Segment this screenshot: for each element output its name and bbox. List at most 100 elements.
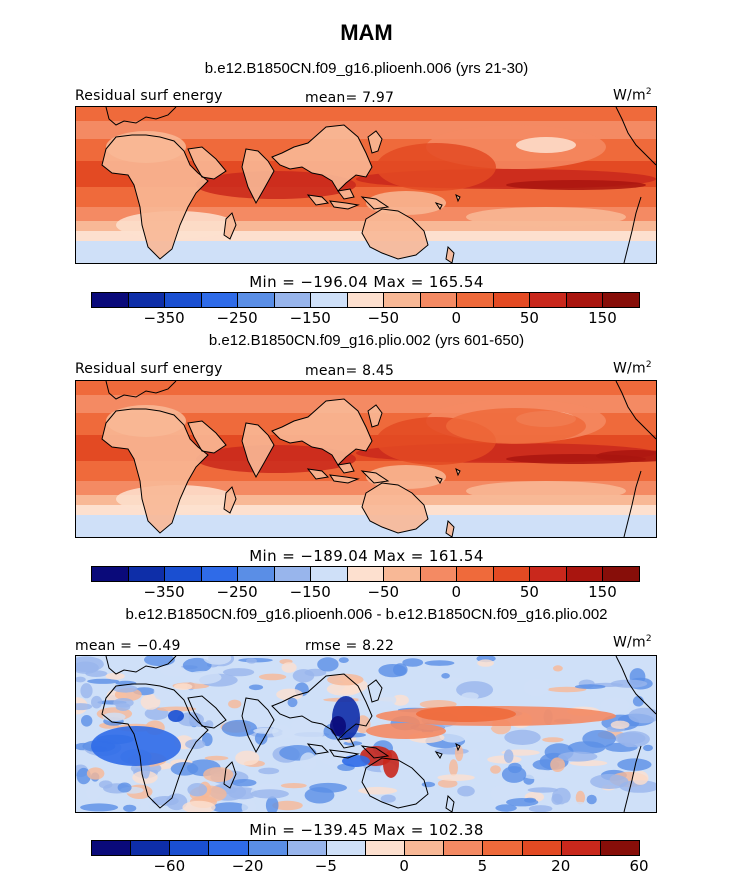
field-feature	[424, 660, 455, 666]
coastline	[455, 468, 461, 477]
field-feature	[221, 719, 258, 737]
field-feature	[575, 790, 586, 805]
colorbar-cell	[286, 840, 327, 856]
panel-1-map	[75, 106, 657, 264]
coastline	[306, 468, 330, 480]
colorbar-cell	[200, 292, 239, 308]
field-feature	[441, 673, 450, 679]
coastline	[615, 381, 656, 440]
coastline	[623, 470, 642, 537]
field-feature	[553, 665, 563, 672]
land-field	[224, 213, 236, 239]
field-feature	[203, 767, 234, 783]
colorbar-cell	[164, 292, 202, 308]
field-feature	[383, 750, 399, 778]
land-field	[338, 189, 354, 199]
field-feature	[506, 798, 539, 807]
field-feature	[254, 731, 268, 745]
colorbar-cell	[456, 566, 494, 582]
field-feature	[503, 749, 514, 763]
panel-2-left-label: Residual surf energy	[75, 361, 223, 377]
colorbar-cell	[200, 566, 239, 582]
land-field	[188, 421, 226, 453]
field-feature	[168, 710, 184, 722]
coastline	[623, 745, 642, 812]
field-feature	[140, 801, 150, 812]
field-feature	[292, 669, 315, 683]
field-feature	[563, 801, 589, 808]
field-feature	[366, 723, 446, 739]
coastline	[241, 422, 275, 479]
field-feature	[91, 726, 181, 766]
panel-3-units: W/m2	[613, 634, 652, 651]
panel-1-mean-label: mean= 7.97	[305, 90, 395, 106]
field-feature	[380, 794, 396, 803]
coastline	[361, 208, 429, 260]
colorbar-tick-label: 5	[477, 857, 488, 875]
field-feature	[516, 137, 576, 153]
field-feature	[182, 800, 216, 812]
field-feature	[454, 745, 464, 762]
field-feature	[521, 769, 554, 780]
field-feature	[173, 683, 193, 690]
field-feature	[477, 659, 494, 667]
field-feature	[437, 779, 458, 788]
colorbar-cell	[529, 566, 567, 582]
field-band	[76, 107, 656, 121]
coastline	[367, 679, 383, 703]
coastline	[367, 130, 383, 154]
field-feature	[117, 782, 132, 793]
colorbar-cell	[521, 840, 562, 856]
field-feature	[287, 697, 298, 708]
coastline	[101, 683, 209, 809]
field-feature	[211, 802, 249, 812]
colorbar-tick-label: −150	[289, 583, 331, 601]
coastline	[615, 107, 656, 166]
colorbar-cell	[237, 566, 275, 582]
coastline	[271, 673, 373, 741]
field-feature	[203, 656, 232, 665]
field-feature	[466, 481, 626, 501]
field-feature	[506, 180, 646, 190]
coastline	[455, 743, 461, 752]
coastline	[271, 398, 373, 466]
colorbar-cell	[164, 566, 202, 582]
colorbar-cell	[565, 292, 604, 308]
coastline	[361, 482, 429, 534]
colorbar-cell	[208, 840, 249, 856]
colorbar-tick-label: 0	[399, 857, 409, 875]
field-feature	[241, 799, 257, 812]
colorbar-cell	[169, 840, 210, 856]
colorbar-cell	[419, 566, 458, 582]
field-feature	[569, 760, 608, 767]
panel-3-map	[75, 655, 657, 813]
colorbar-cell	[492, 566, 531, 582]
field-feature	[80, 683, 93, 699]
panel-2-subtitle: b.e12.B1850CN.f09_g16.plio.002 (yrs 601-…	[208, 332, 525, 349]
colorbar-cell	[237, 292, 275, 308]
field-feature	[265, 796, 279, 812]
field-feature	[161, 665, 186, 677]
field-feature	[419, 700, 457, 709]
field-feature	[617, 731, 650, 748]
colorbar-cell	[310, 292, 348, 308]
colorbar-tick-label: −5	[314, 857, 337, 875]
panel-1-colorbar	[91, 292, 640, 308]
field-feature	[248, 684, 264, 691]
colorbar-tick-label: 150	[588, 583, 617, 601]
colorbar-tick-label: 20	[551, 857, 571, 875]
land-field	[362, 197, 388, 209]
field-feature	[547, 686, 587, 693]
panel-1-subtitle: b.e12.B1850CN.f09_g16.plioenh.006 (yrs 2…	[204, 60, 529, 77]
colorbar-cell	[529, 292, 567, 308]
field-feature	[523, 679, 549, 697]
colorbar-cell	[127, 566, 166, 582]
colorbar-cell	[456, 292, 494, 308]
field-feature	[140, 694, 161, 710]
coastline	[187, 146, 227, 180]
coastline	[337, 462, 355, 474]
field-feature	[317, 657, 339, 672]
field-feature	[421, 781, 436, 788]
coastline	[615, 656, 656, 715]
field-feature	[185, 670, 222, 685]
